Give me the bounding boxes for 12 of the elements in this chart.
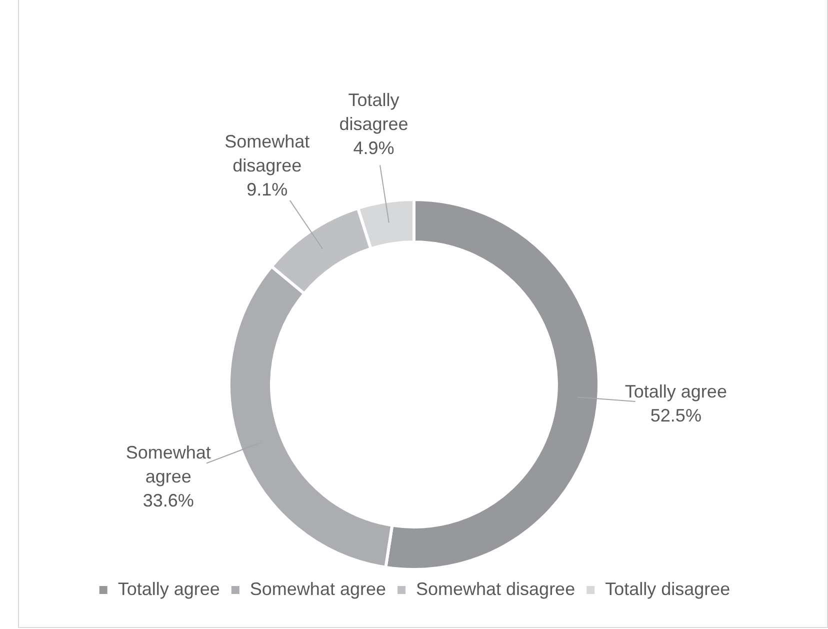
- legend-label: Totally disagree: [605, 578, 730, 599]
- data-label: 4.9%: [353, 138, 394, 158]
- legend-label: Totally agree: [118, 578, 220, 599]
- slice-label: Somewhat disagree: [224, 132, 310, 176]
- legend-label: Somewhat disagree: [416, 578, 576, 599]
- data-label: 9.1%: [246, 180, 288, 200]
- slice-label: Totally agree: [624, 382, 727, 402]
- slice-label: Totally disagree: [339, 90, 408, 134]
- legend-label: Somewhat agree: [250, 578, 386, 599]
- data-label: 33.6%: [142, 490, 194, 511]
- data-label: 52.5%: [650, 406, 702, 426]
- slice-label: Somewhat agree: [126, 442, 211, 487]
